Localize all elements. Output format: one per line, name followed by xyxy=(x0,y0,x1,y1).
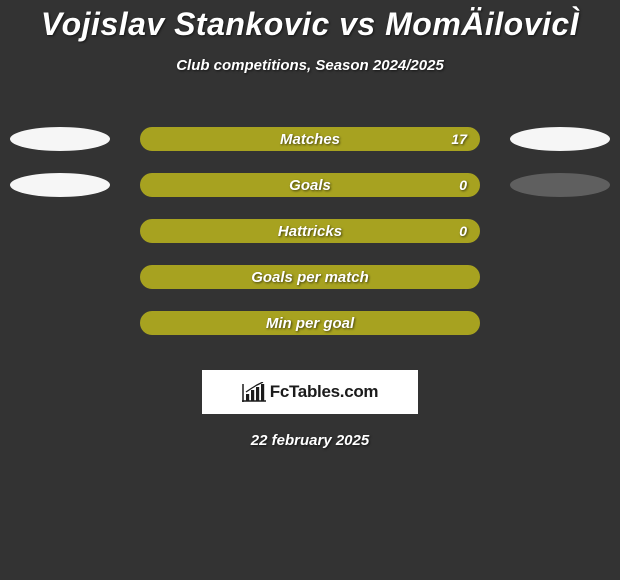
stat-row: Goals per match xyxy=(0,254,620,300)
stat-label: Hattricks xyxy=(278,223,342,240)
stat-row: Hattricks 0 xyxy=(0,208,620,254)
stat-label: Matches xyxy=(280,131,340,148)
player-right-marker xyxy=(510,173,610,197)
player-left-marker xyxy=(10,173,110,197)
fctables-logo: FcTables.com xyxy=(202,370,418,414)
stat-row: Matches 17 xyxy=(0,116,620,162)
generated-date: 22 february 2025 xyxy=(0,432,620,449)
stat-label: Goals xyxy=(289,177,331,194)
stat-value: 0 xyxy=(459,220,467,242)
stats-block: Matches 17 Goals 0 Hattricks 0 Goals per match… xyxy=(0,116,620,346)
stat-value: 17 xyxy=(451,128,467,150)
comparison-title: Vojislav Stankovic vs MomÄilovicÌ xyxy=(0,0,620,43)
stat-row: Goals 0 xyxy=(0,162,620,208)
stat-bar: Goals per match xyxy=(140,265,480,289)
player-left-marker xyxy=(10,127,110,151)
player-right-marker xyxy=(510,127,610,151)
bar-chart-icon xyxy=(242,382,266,402)
stat-bar: Hattricks 0 xyxy=(140,219,480,243)
stat-bar: Min per goal xyxy=(140,311,480,335)
fctables-logo-text: FcTables.com xyxy=(270,382,379,402)
stat-value: 0 xyxy=(459,174,467,196)
stat-row: Min per goal xyxy=(0,300,620,346)
stat-label: Min per goal xyxy=(266,315,354,332)
comparison-subtitle: Club competitions, Season 2024/2025 xyxy=(0,57,620,74)
stat-bar: Matches 17 xyxy=(140,127,480,151)
stat-bar: Goals 0 xyxy=(140,173,480,197)
stat-label: Goals per match xyxy=(251,269,369,286)
